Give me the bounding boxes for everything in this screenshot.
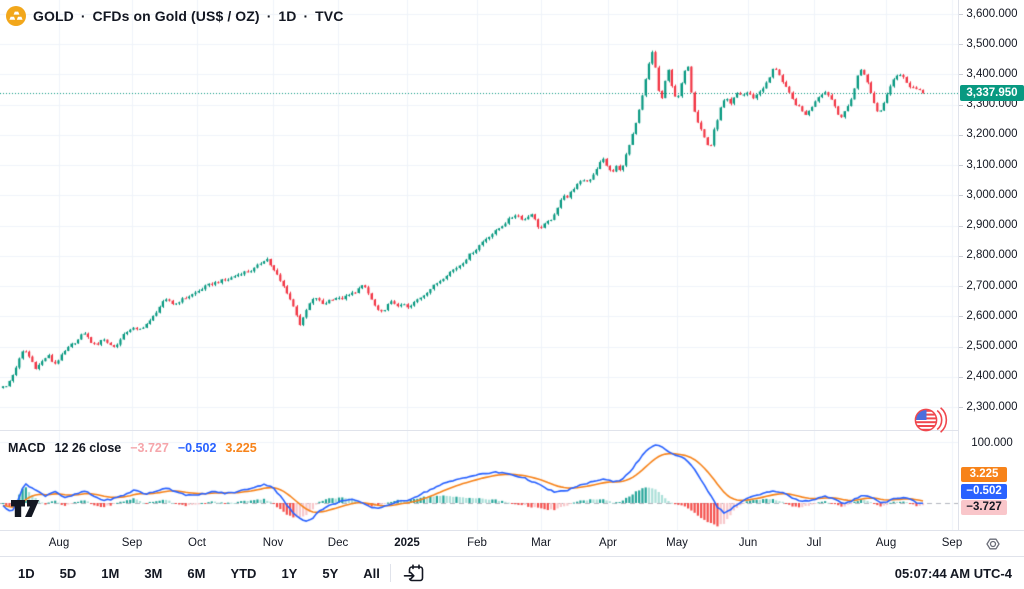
price-axis-tick: [959, 74, 963, 76]
range-button-5d[interactable]: 5D: [59, 565, 77, 581]
macd-signal-value: 3.225: [225, 441, 257, 455]
price-axis-tick: [959, 165, 963, 167]
clock-timezone-button[interactable]: 05:07:44 AM UTC-4: [894, 565, 1012, 581]
chart-plot-area[interactable]: GOLD · CFDs on Gold (US$ / OZ) · 1D · TV…: [0, 0, 958, 530]
range-buttons: 1D 5D 1M 3M 6M YTD 1Y 5Y All: [12, 563, 386, 584]
time-axis-month-label: Aug: [875, 537, 897, 549]
range-button-6m[interactable]: 6M: [187, 565, 206, 581]
price-axis-label: 2,900.000: [966, 219, 1018, 232]
tradingview-logo[interactable]: [9, 496, 41, 521]
price-axis-label: 3,000.000: [966, 188, 1018, 201]
price-axis-tick: [959, 225, 963, 227]
symbol-header: GOLD · CFDs on Gold (US$ / OZ) · 1D · TV…: [6, 6, 343, 26]
price-axis-label: 3,400.000: [966, 67, 1018, 80]
time-axis-month-label: Aug: [48, 537, 70, 549]
pane-separator[interactable]: [0, 430, 958, 431]
macd-badge: −3.727: [961, 500, 1007, 515]
macd-axis-label: 100.000: [971, 436, 1013, 449]
macd-badge: −0.502: [961, 483, 1007, 499]
symbol-description[interactable]: CFDs on Gold (US$ / OZ): [92, 8, 260, 24]
macd-legend: MACD 12 26 close −3.727 −0.502 3.225: [8, 441, 257, 455]
price-axis-label: 2,600.000: [966, 309, 1018, 322]
time-axis-month-label: Jul: [806, 537, 822, 549]
price-axis-tick: [959, 286, 963, 288]
range-button-ytd[interactable]: YTD: [230, 565, 257, 581]
calendar-arrow-icon: [403, 563, 424, 581]
title-separator: ·: [80, 8, 86, 24]
price-axis[interactable]: 3,600.000 3,500.000 3,400.000 3,300.000 3,20…: [958, 0, 1024, 530]
price-axis-tick: [959, 407, 963, 408]
time-axis-month-label: Apr: [599, 537, 617, 549]
price-axis-tick: [959, 195, 963, 197]
range-button-1y[interactable]: 1Y: [281, 565, 298, 581]
range-button-5y[interactable]: 5Y: [322, 565, 339, 581]
price-axis-tick: [959, 104, 963, 106]
price-axis-tick: [959, 376, 963, 378]
price-axis-label: 3,200.000: [966, 128, 1018, 141]
price-axis-tick: [959, 14, 963, 15]
price-axis-label: 2,500.000: [966, 340, 1018, 353]
price-axis-tick: [959, 134, 963, 136]
title-separator: ·: [303, 8, 309, 24]
exchange-label[interactable]: TVC: [315, 8, 344, 24]
macd-hist-value: −3.727: [130, 441, 169, 455]
time-axis-month-label: Dec: [327, 537, 349, 549]
go-to-date-button[interactable]: [403, 563, 425, 584]
time-axis-settings-gear-icon[interactable]: [985, 536, 1001, 552]
us-flag-market-status-icon[interactable]: [912, 403, 948, 437]
time-axis-month-label: Oct: [188, 537, 206, 549]
price-axis-label: 2,300.000: [966, 400, 1018, 413]
macd-line-value: −0.502: [177, 441, 217, 455]
time-axis-month-label: Mar: [531, 537, 551, 549]
price-axis-label: 3,100.000: [966, 158, 1018, 171]
time-axis-month-label: 2025: [394, 537, 420, 549]
time-axis-month-label: Sep: [121, 537, 143, 549]
price-axis-label: 2,700.000: [966, 279, 1018, 292]
range-button-3m[interactable]: 3M: [144, 565, 163, 581]
price-axis-label: 3,500.000: [966, 37, 1018, 50]
range-button-all[interactable]: All: [363, 565, 380, 581]
interval-label[interactable]: 1D: [278, 8, 297, 24]
price-axis-label: 2,400.000: [966, 370, 1018, 383]
price-axis-label: 3,600.000: [966, 7, 1018, 20]
price-axis-tick: [959, 346, 963, 348]
price-axis-tick: [959, 44, 963, 46]
last-price-badge: 3,337.950: [960, 85, 1024, 101]
range-button-1m[interactable]: 1M: [101, 565, 120, 581]
time-axis[interactable]: Aug Sep Oct Nov Dec 2025 Feb Mar Apr May Jun Jul Aug…: [0, 530, 1024, 556]
price-axis-tick: [959, 255, 963, 257]
price-pane-canvas[interactable]: [0, 0, 958, 430]
macd-params: 12 26 close: [54, 441, 122, 455]
symbol-name[interactable]: GOLD: [33, 8, 74, 24]
price-axis-label: 2,800.000: [966, 249, 1018, 262]
time-axis-month-label: Jun: [738, 537, 758, 549]
macd-indicator-title[interactable]: MACD: [8, 441, 46, 455]
time-axis-month-label: Feb: [467, 537, 487, 549]
range-button-1d[interactable]: 1D: [18, 565, 35, 581]
price-axis-label: 3,300.000: [966, 98, 1018, 111]
title-separator: ·: [266, 8, 272, 24]
time-axis-month-label: Nov: [262, 537, 284, 549]
toolbar-divider: [389, 564, 391, 582]
gold-coin-icon: [6, 6, 26, 26]
price-axis-tick: [959, 316, 963, 318]
time-axis-month-label: Sep: [941, 537, 963, 549]
macd-pane-canvas[interactable]: [0, 431, 958, 530]
macd-badge: 3.225: [961, 467, 1007, 482]
bottom-toolbar: 1D 5D 1M 3M 6M YTD 1Y 5Y All 05:07:44 AM UTC-4: [0, 556, 1024, 589]
time-axis-month-label: May: [666, 537, 688, 549]
